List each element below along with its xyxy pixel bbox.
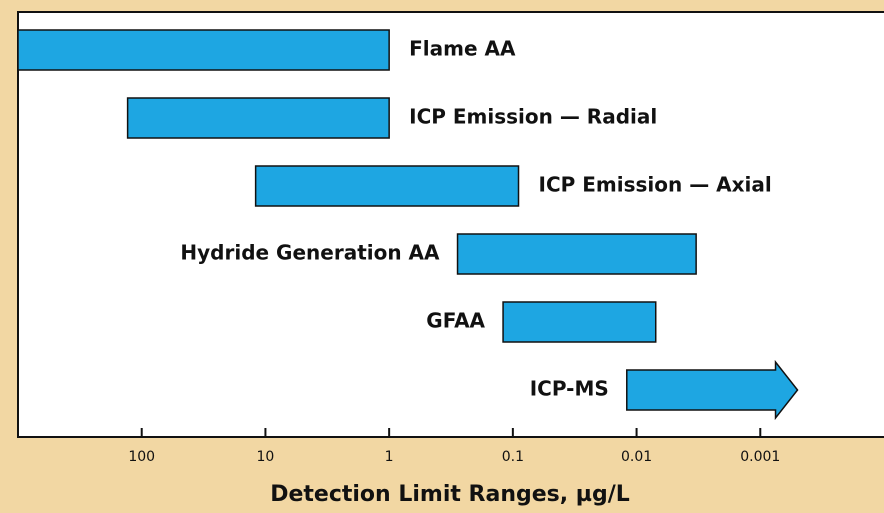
x-tick-label: 0.1 xyxy=(502,449,524,465)
bar xyxy=(456,233,697,275)
x-tick-label: 100 xyxy=(128,449,155,465)
bar-label: Hydride Generation AA xyxy=(180,241,440,265)
x-tick-label: 0.001 xyxy=(740,449,780,465)
bar xyxy=(502,301,657,343)
bar-label: GFAA xyxy=(426,309,485,333)
bar-label: ICP Emission — Radial xyxy=(409,105,657,129)
bar-label: ICP Emission — Axial xyxy=(539,173,772,197)
x-tick-label: 0.01 xyxy=(621,449,652,465)
bar xyxy=(17,29,390,71)
x-axis-label: Detection Limit Ranges, µg/L xyxy=(270,482,630,507)
x-tick-label: 10 xyxy=(257,449,275,465)
bar-label: ICP-MS xyxy=(530,377,609,401)
bar-label: Flame AA xyxy=(409,37,516,61)
bar xyxy=(126,97,390,139)
bar xyxy=(254,165,520,207)
plot-area xyxy=(17,11,884,438)
x-tick-label: 1 xyxy=(385,449,394,465)
bar-arrow xyxy=(626,359,799,421)
